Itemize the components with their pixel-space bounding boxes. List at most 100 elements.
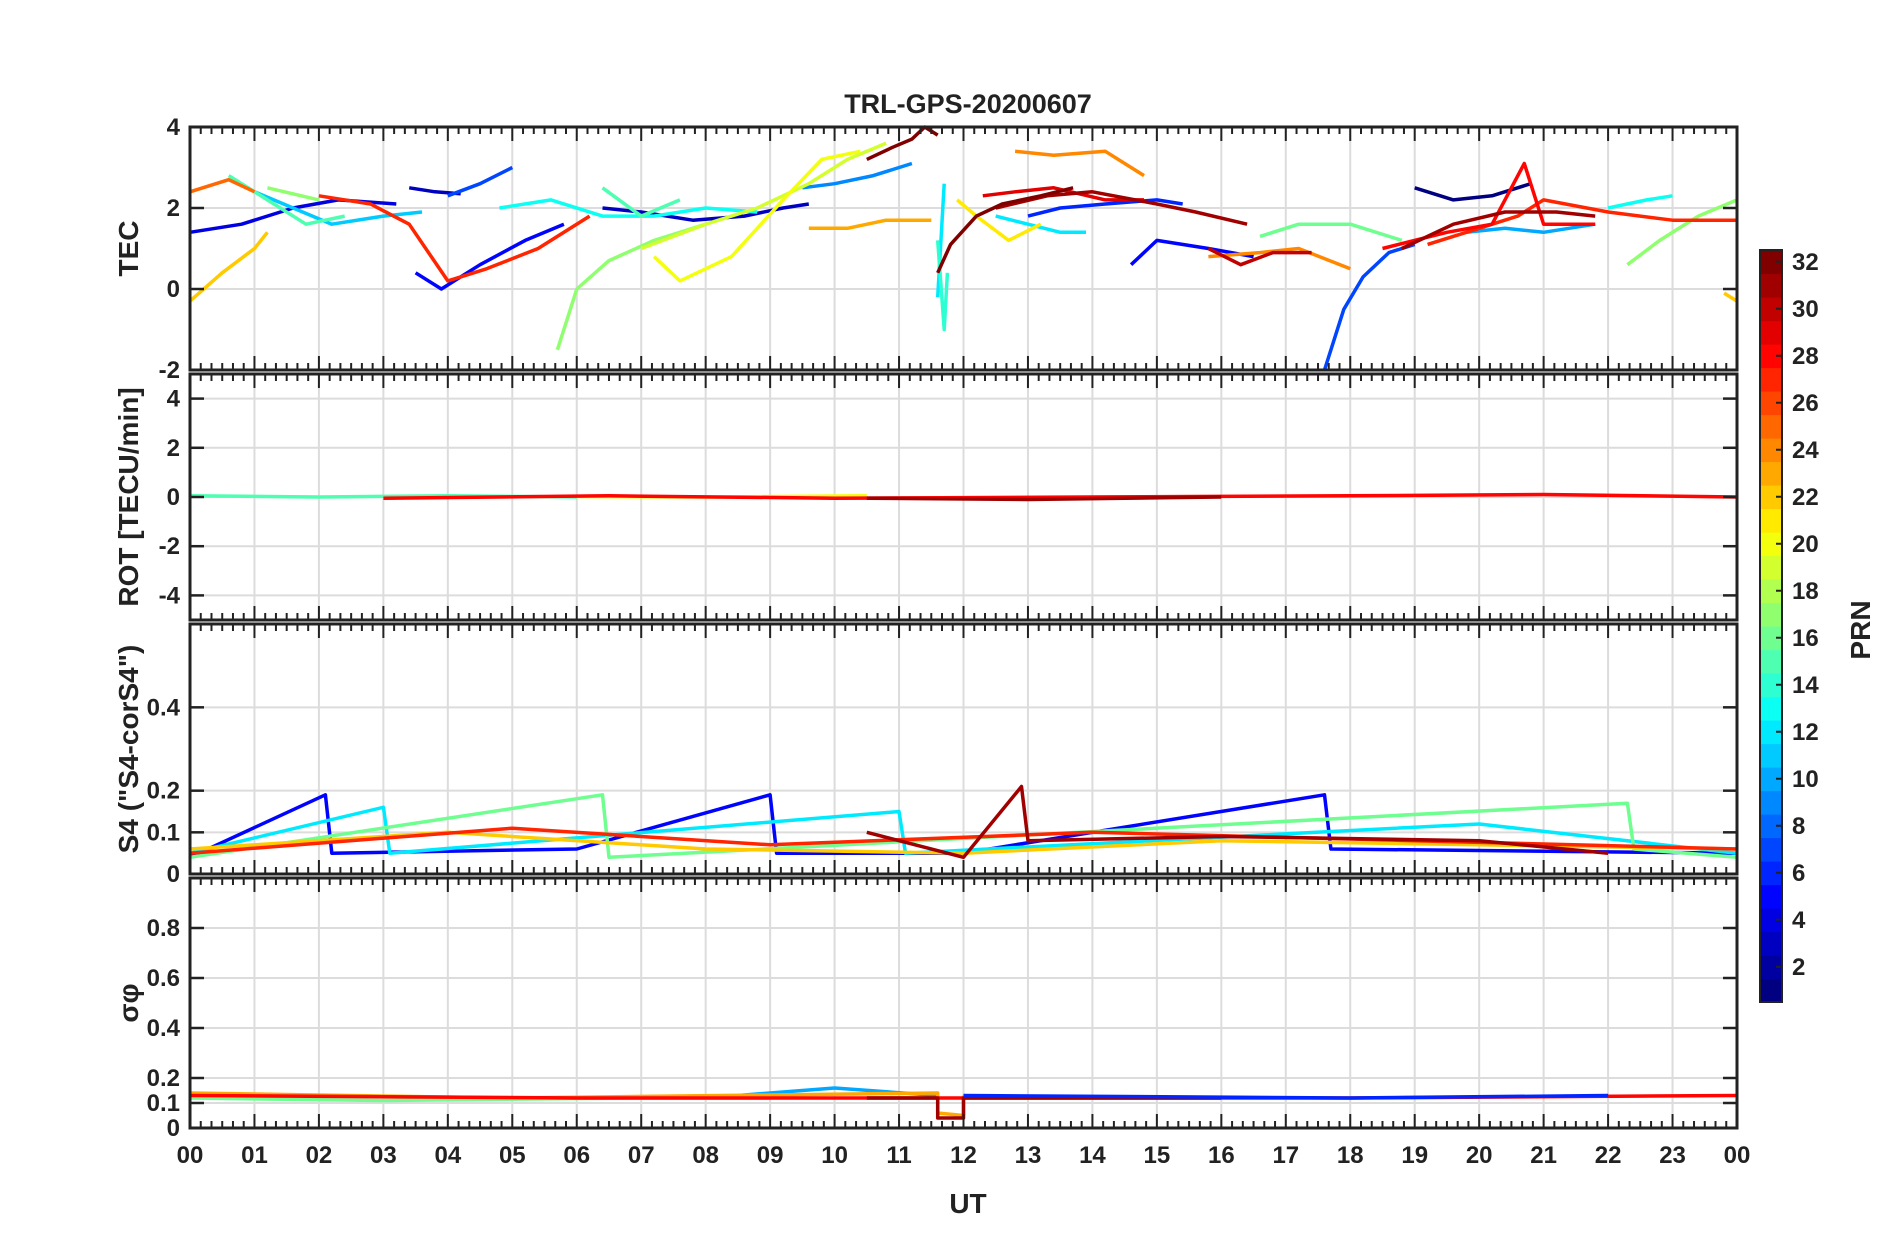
- colorbar-tick-label: 22: [1792, 484, 1819, 511]
- colorbar-tick-label: 14: [1792, 672, 1819, 699]
- colorbar-tick-label: 26: [1792, 390, 1819, 417]
- y-axis-label-s4: S4 ("S4-corS4"): [113, 645, 144, 854]
- x-tick-label: 17: [1272, 1142, 1299, 1169]
- series-line-prn-17: [555, 222, 707, 351]
- series-line-prn-23: [808, 218, 932, 231]
- series-line-prn-6: [963, 1093, 1609, 1100]
- y-tick-label: 0.2: [147, 778, 180, 805]
- colorbar-swatch: [1760, 532, 1782, 557]
- series-line-prn-13: [1607, 194, 1673, 210]
- colorbar-tick-label: 6: [1792, 860, 1805, 887]
- figure-title: TRL-GPS-20200607: [844, 89, 1092, 119]
- y-tick-label: 0.2: [147, 1065, 180, 1092]
- series-line-prn-6: [1027, 198, 1183, 218]
- series-line-prn-7: [1322, 242, 1416, 371]
- y-tick-label: 4: [167, 386, 181, 413]
- series-line-prn-31: [866, 495, 1222, 502]
- colorbar-tick-label: 2: [1792, 954, 1805, 981]
- colorbar-swatch: [1760, 884, 1782, 909]
- y-tick-label: 0: [167, 484, 180, 511]
- series-line-prn-31: [1401, 210, 1596, 251]
- colorbar-tick-label: 32: [1792, 249, 1819, 276]
- series-line-prn-29: [982, 186, 1144, 202]
- y-tick-label: 0.1: [147, 819, 180, 846]
- series-line-prn-7: [447, 165, 514, 198]
- colorbar-swatch: [1760, 273, 1782, 298]
- y-tick-label: 0.4: [147, 694, 181, 721]
- series-line-prn-17: [1626, 198, 1738, 267]
- y-tick-label: 2: [167, 195, 180, 222]
- series-line-prn-24: [1014, 149, 1145, 178]
- colorbar-swatch: [1760, 814, 1782, 839]
- colorbar-tick-label: 24: [1792, 437, 1819, 464]
- colorbar-swatch: [1760, 743, 1782, 768]
- colorbar-swatch: [1760, 320, 1782, 345]
- x-tick-label: 03: [370, 1142, 397, 1169]
- x-tick-label: 20: [1466, 1142, 1493, 1169]
- x-tick-label: 12: [950, 1142, 977, 1169]
- y-axis-label-tec: TEC: [113, 221, 144, 277]
- x-tick-label: 04: [434, 1142, 461, 1169]
- y-tick-label: -4: [159, 582, 181, 609]
- series-line-prn-12: [995, 214, 1086, 235]
- series-line-prn-30: [1207, 246, 1312, 267]
- colorbar-swatch: [1760, 861, 1782, 886]
- colorbar-swatch: [1760, 297, 1782, 322]
- colorbar-swatch: [1760, 696, 1782, 721]
- colorbar-swatch: [1760, 414, 1782, 439]
- colorbar-tick-label: 30: [1792, 296, 1819, 323]
- series-line-prn-31: [866, 1096, 1222, 1120]
- colorbar-swatch: [1760, 649, 1782, 674]
- y-tick-label: -2: [159, 357, 180, 384]
- x-tick-label: 23: [1659, 1142, 1686, 1169]
- series-line-prn-9: [802, 161, 913, 190]
- x-tick-label: 00: [1724, 1142, 1751, 1169]
- series-line-prn-12: [189, 805, 1738, 855]
- series-line-prn-5: [1129, 238, 1254, 266]
- panel-s4: 0 0.1 0.2 0.4S4 ("S4-corS4"): [113, 622, 1739, 888]
- colorbar-tick-label: 16: [1792, 625, 1819, 652]
- colorbar-tick-label: 4: [1792, 907, 1806, 934]
- series-line-prn-32: [936, 186, 1074, 274]
- colorbar-tick-label: 10: [1792, 766, 1819, 793]
- colorbar-swatch: [1760, 508, 1782, 533]
- y-tick-label: 0.8: [147, 915, 180, 942]
- x-tick-label: 16: [1208, 1142, 1235, 1169]
- colorbar-tick-label: 18: [1792, 578, 1819, 605]
- colorbar-swatch: [1760, 602, 1782, 627]
- colorbar-label: PRN: [1845, 600, 1876, 659]
- x-tick-label: 09: [757, 1142, 784, 1169]
- colorbar-swatch: [1760, 908, 1782, 933]
- colorbar-tick-label: 20: [1792, 531, 1819, 558]
- colorbar-swatch: [1760, 461, 1782, 486]
- x-tick-label: 07: [628, 1142, 655, 1169]
- series-line-prn-5: [414, 222, 565, 291]
- colorbar-swatch: [1760, 955, 1782, 980]
- y-axis-label-rot: ROT [TECU/min]: [113, 387, 144, 606]
- colorbar-swatch: [1760, 579, 1782, 604]
- series-line-prn-22: [188, 231, 269, 303]
- x-tick-label: 21: [1530, 1142, 1557, 1169]
- y-tick-label: 0.6: [147, 965, 180, 992]
- colorbar-swatch: [1760, 978, 1782, 1003]
- colorbar-swatch: [1760, 720, 1782, 745]
- colorbar-swatch: [1760, 250, 1782, 275]
- series-line-prn-20: [652, 149, 861, 283]
- series-line-prn-16: [189, 793, 1738, 860]
- series-line-prn-28: [1382, 161, 1596, 251]
- series-line-prn-19: [640, 141, 887, 251]
- series-line-prn-31: [866, 784, 1609, 860]
- series-line-prn-27: [1427, 198, 1737, 247]
- x-axis-label: UT: [949, 1188, 986, 1219]
- colorbar-tick-label: 8: [1792, 813, 1805, 840]
- colorbar-swatch: [1760, 344, 1782, 369]
- x-tick-label: 06: [563, 1142, 590, 1169]
- y-tick-label: 0: [167, 276, 180, 303]
- series-line-prn-21: [955, 198, 1042, 243]
- y-axis-label-sigma: σφ: [113, 983, 144, 1022]
- colorbar-tick-label: 12: [1792, 719, 1819, 746]
- colorbar-swatch: [1760, 790, 1782, 815]
- colorbar-swatch: [1760, 626, 1782, 651]
